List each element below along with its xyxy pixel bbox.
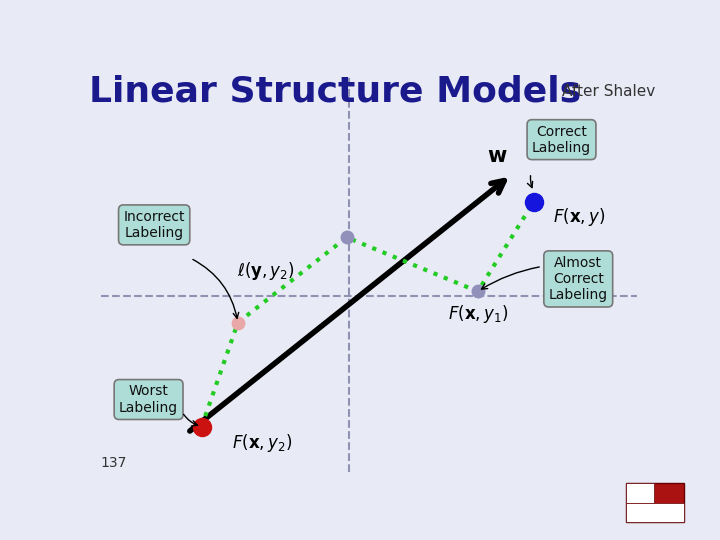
- Text: $\ell(\mathbf{y}, y_2)$: $\ell(\mathbf{y}, y_2)$: [237, 260, 294, 282]
- Text: Correct
Labeling: Correct Labeling: [532, 125, 591, 155]
- Text: w: w: [487, 146, 507, 166]
- Text: $F(\mathbf{x}, y_1)$: $F(\mathbf{x}, y_1)$: [448, 303, 508, 325]
- Bar: [626, 503, 684, 522]
- Text: Almost
Correct
Labeling: Almost Correct Labeling: [549, 256, 608, 302]
- Text: 137: 137: [100, 456, 127, 470]
- Text: Worst
Labeling: Worst Labeling: [119, 384, 178, 415]
- Bar: [626, 483, 654, 503]
- Text: After Shalev: After Shalev: [562, 84, 654, 99]
- Text: $F(\mathbf{x}, y_2)$: $F(\mathbf{x}, y_2)$: [233, 432, 292, 454]
- Text: Linear Structure Models: Linear Structure Models: [89, 75, 582, 109]
- Text: Incorrect
Labeling: Incorrect Labeling: [123, 210, 185, 240]
- Text: $F(\mathbf{x}, y)$: $F(\mathbf{x}, y)$: [553, 206, 606, 227]
- Bar: [626, 483, 684, 522]
